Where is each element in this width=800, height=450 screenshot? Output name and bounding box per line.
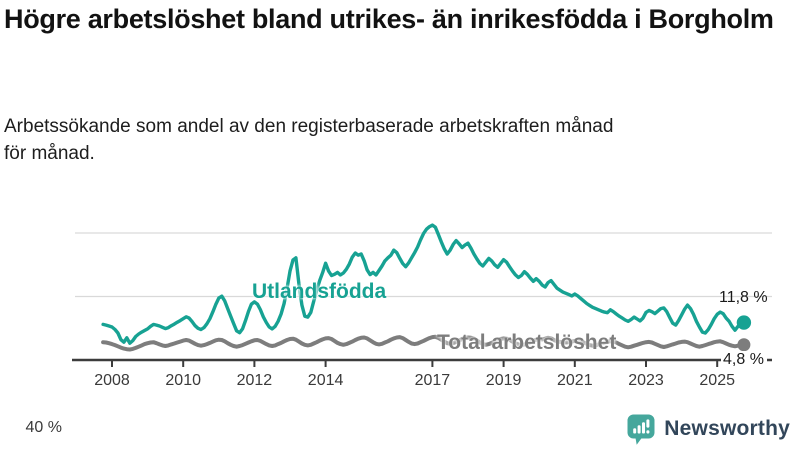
svg-text:2019: 2019 <box>486 372 522 389</box>
svg-text:2017: 2017 <box>415 372 451 389</box>
series-label-total-arbetsloshet: Total arbetslöshet <box>437 331 617 354</box>
line-chart: 2008 2010 2012 2014 2017 2019 2021 2023 2025 40 … <box>0 195 800 436</box>
svg-text:2010: 2010 <box>165 372 201 389</box>
end-value-label-utlandsfodda: 11,8 % <box>719 289 768 306</box>
chart-plot-area: 2008 2010 2012 2014 2017 2019 2021 2023 2025 <box>72 223 772 389</box>
chart-subtitle: Arbetssökande som andel av den registerb… <box>4 116 614 164</box>
newsworthy-logo[interactable]: Newsworthy <box>626 412 790 446</box>
svg-text:2014: 2014 <box>308 372 344 389</box>
y-axis-label-40: 40 % <box>25 419 62 436</box>
chart-title: Högre arbetslöshet bland utrikes- än inr… <box>4 4 774 34</box>
svg-text:2025: 2025 <box>699 372 735 389</box>
svg-text:2008: 2008 <box>94 372 130 389</box>
svg-text:2023: 2023 <box>628 372 664 389</box>
newsworthy-bubble-chart-icon <box>626 413 656 446</box>
svg-text:2012: 2012 <box>237 372 273 389</box>
newsworthy-wordmark: Newsworthy <box>664 417 790 440</box>
series-label-utlandsfodda: Utlandsfödda <box>252 280 387 303</box>
svg-text:2021: 2021 <box>557 372 593 389</box>
end-value-label-total: 4,8 % <box>721 351 767 369</box>
